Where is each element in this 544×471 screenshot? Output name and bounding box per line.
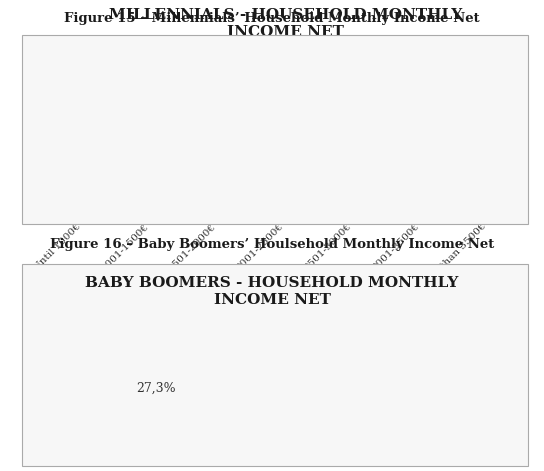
Text: Figure 16 – Baby Boomers’ Houlsehold Monthly Income Net: Figure 16 – Baby Boomers’ Houlsehold Mon… xyxy=(50,238,494,251)
Text: 17,1%: 17,1% xyxy=(265,70,306,83)
Text: 18,8%: 18,8% xyxy=(131,57,170,70)
Text: 15,3%: 15,3% xyxy=(333,84,373,97)
Bar xyxy=(468,154,509,217)
Text: 8,2%: 8,2% xyxy=(473,138,504,152)
Bar xyxy=(197,94,238,217)
Bar xyxy=(400,162,441,217)
Title: MILLENNIALS - HOUSEHOLD MONTHLY
INCOME NET: MILLENNIALS - HOUSEHOLD MONTHLY INCOME N… xyxy=(109,8,462,39)
Bar xyxy=(63,81,103,217)
Text: 15,9%: 15,9% xyxy=(198,79,238,92)
Text: BABY BOOMERS - HOUSEHOLD MONTHLY
INCOME NET: BABY BOOMERS - HOUSEHOLD MONTHLY INCOME … xyxy=(85,276,459,307)
Text: 7,1%: 7,1% xyxy=(405,147,437,160)
Bar xyxy=(265,85,306,217)
Bar xyxy=(130,72,171,217)
Text: 27,3%: 27,3% xyxy=(136,382,176,395)
Text: 17,6%: 17,6% xyxy=(63,66,103,79)
Bar xyxy=(333,99,374,217)
Text: Figure 15 – Millennials’ Household Monthly Income Net: Figure 15 – Millennials’ Household Month… xyxy=(64,12,480,25)
